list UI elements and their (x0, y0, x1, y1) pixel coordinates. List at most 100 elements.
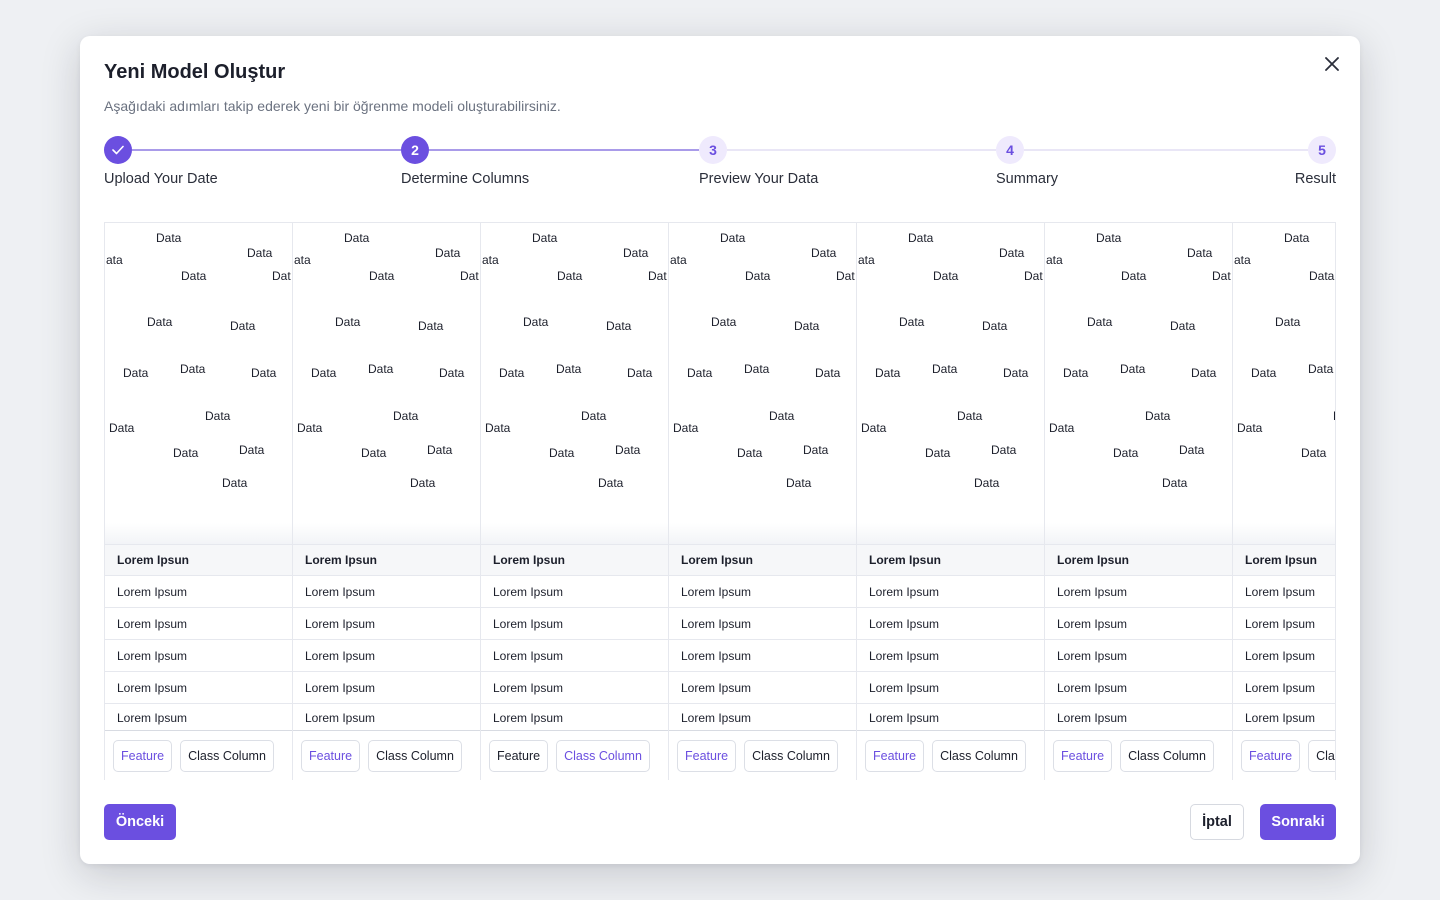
step-2: 2 Determine Columns (401, 136, 529, 187)
data-point-label: Data (1301, 446, 1327, 460)
data-point-label: Data (1121, 269, 1147, 283)
data-point-label: Data (623, 246, 649, 260)
step-label: Result (1294, 171, 1336, 187)
data-point-label: Data (427, 443, 453, 457)
data-column: DataDataataDataDatDataDataDataDataDataDa… (1232, 222, 1336, 780)
data-point-label: Data (1179, 443, 1205, 457)
data-point-label: Data (181, 269, 207, 283)
class-column-chip[interactable]: Class Column (180, 740, 274, 772)
data-point-label: Data (1308, 362, 1334, 376)
data-point-label: Data (606, 319, 632, 333)
step-number: 3 (709, 142, 717, 158)
data-point-label: Data (786, 476, 812, 490)
data-point-label: Data (1120, 362, 1146, 376)
cancel-button[interactable]: İptal (1190, 804, 1244, 840)
data-point-label: Data (1284, 231, 1310, 245)
class-column-chip[interactable]: Class Column (368, 740, 462, 772)
table-cell: Lorem Ipsum (1233, 608, 1336, 640)
column-data-preview: DataDataataDataDatDataDataDataDataDataDa… (1233, 222, 1336, 545)
stepper-connector (1024, 149, 1308, 151)
class-column-chip[interactable]: Class Column (1120, 740, 1214, 772)
data-point-label: Data (745, 269, 771, 283)
data-point-label: Data (581, 409, 607, 423)
data-point-label: Data (485, 421, 511, 435)
table-cell: Lorem Ipsum (857, 672, 1044, 704)
data-point-label: ata (1046, 253, 1063, 267)
table-cell: Lorem Ipsum (1233, 672, 1336, 704)
feature-chip[interactable]: Feature (1241, 740, 1301, 772)
data-point-label: Data (957, 409, 983, 423)
data-point-label: Data (205, 409, 231, 423)
table-cell: Lorem Ipsum (481, 640, 668, 672)
class-column-chip[interactable]: Class Column (744, 740, 838, 772)
data-point-label: Data (393, 409, 419, 423)
feature-chip[interactable]: Feature (489, 740, 549, 772)
data-point-label: Dat (460, 269, 479, 283)
data-point-label: Data (861, 421, 887, 435)
data-point-label: Data (1309, 269, 1335, 283)
feature-chip[interactable]: Feature (1053, 740, 1113, 772)
data-point-label: Data (769, 409, 795, 423)
data-point-label: Data (344, 231, 370, 245)
preview-fade (1233, 523, 1336, 545)
feature-chip[interactable]: Feature (677, 740, 737, 772)
step-number: 4 (1006, 142, 1014, 158)
column-header: Lorem Ipsun (1233, 544, 1336, 576)
data-point-label: Data (556, 362, 582, 376)
step-label: Upload Your Date (104, 171, 218, 187)
table-cell: Lorem Ipsum (105, 576, 292, 608)
table-cell: Lorem Ipsum (105, 640, 292, 672)
close-icon[interactable] (1322, 54, 1342, 74)
data-point-label: Dat (648, 269, 667, 283)
data-point-label: Data (439, 366, 465, 380)
table-cell: Lorem Ipsum (293, 672, 480, 704)
data-point-label: Data (1333, 409, 1336, 423)
data-point-label: Data (1275, 315, 1301, 329)
feature-chip[interactable]: Feature (301, 740, 361, 772)
table-cell: Lorem Ipsum (105, 608, 292, 640)
data-point-label: Data (311, 366, 337, 380)
class-column-chip[interactable]: Class Column (1308, 740, 1336, 772)
preview-fade (105, 523, 292, 545)
class-column-chip[interactable]: Class Column (932, 740, 1026, 772)
column-header: Lorem Ipsun (1045, 544, 1232, 576)
class-column-chip[interactable]: Class Column (556, 740, 650, 772)
step-number: 2 (411, 142, 419, 158)
data-point-label: Data (1113, 446, 1139, 460)
check-icon (112, 145, 124, 155)
previous-button[interactable]: Önceki (104, 804, 176, 840)
column-table: Lorem Ipsun Lorem Ipsum Lorem Ipsum Lorem I… (1233, 544, 1336, 731)
feature-chip[interactable]: Feature (865, 740, 925, 772)
data-point-label: Data (744, 362, 770, 376)
step-3: 3 Preview Your Data (699, 136, 818, 187)
data-point-label: Data (499, 366, 525, 380)
feature-chip[interactable]: Feature (113, 740, 173, 772)
data-point-label: Data (1237, 421, 1263, 435)
data-point-label: Data (549, 446, 575, 460)
table-cell: Lorem Ipsum (1045, 640, 1232, 672)
next-button[interactable]: Sonraki (1260, 804, 1336, 840)
table-cell: Lorem Ipsum (669, 640, 856, 672)
preview-fade (1045, 523, 1232, 545)
data-point-label: Data (1162, 476, 1188, 490)
table-cell: Lorem Ipsum (857, 608, 1044, 640)
stepper-connector (132, 149, 401, 151)
data-point-label: ata (1234, 253, 1251, 267)
step-indicator: 4 (996, 136, 1024, 164)
data-point-label: Data (875, 366, 901, 380)
step-indicator: 3 (699, 136, 727, 164)
preview-fade (293, 523, 480, 545)
data-point-label: Data (335, 315, 361, 329)
data-point-label: ata (482, 253, 499, 267)
table-cell: Lorem Ipsum (481, 704, 668, 731)
data-point-label: Data (557, 269, 583, 283)
data-point-label: ata (294, 253, 311, 267)
data-point-label: Data (1063, 366, 1089, 380)
